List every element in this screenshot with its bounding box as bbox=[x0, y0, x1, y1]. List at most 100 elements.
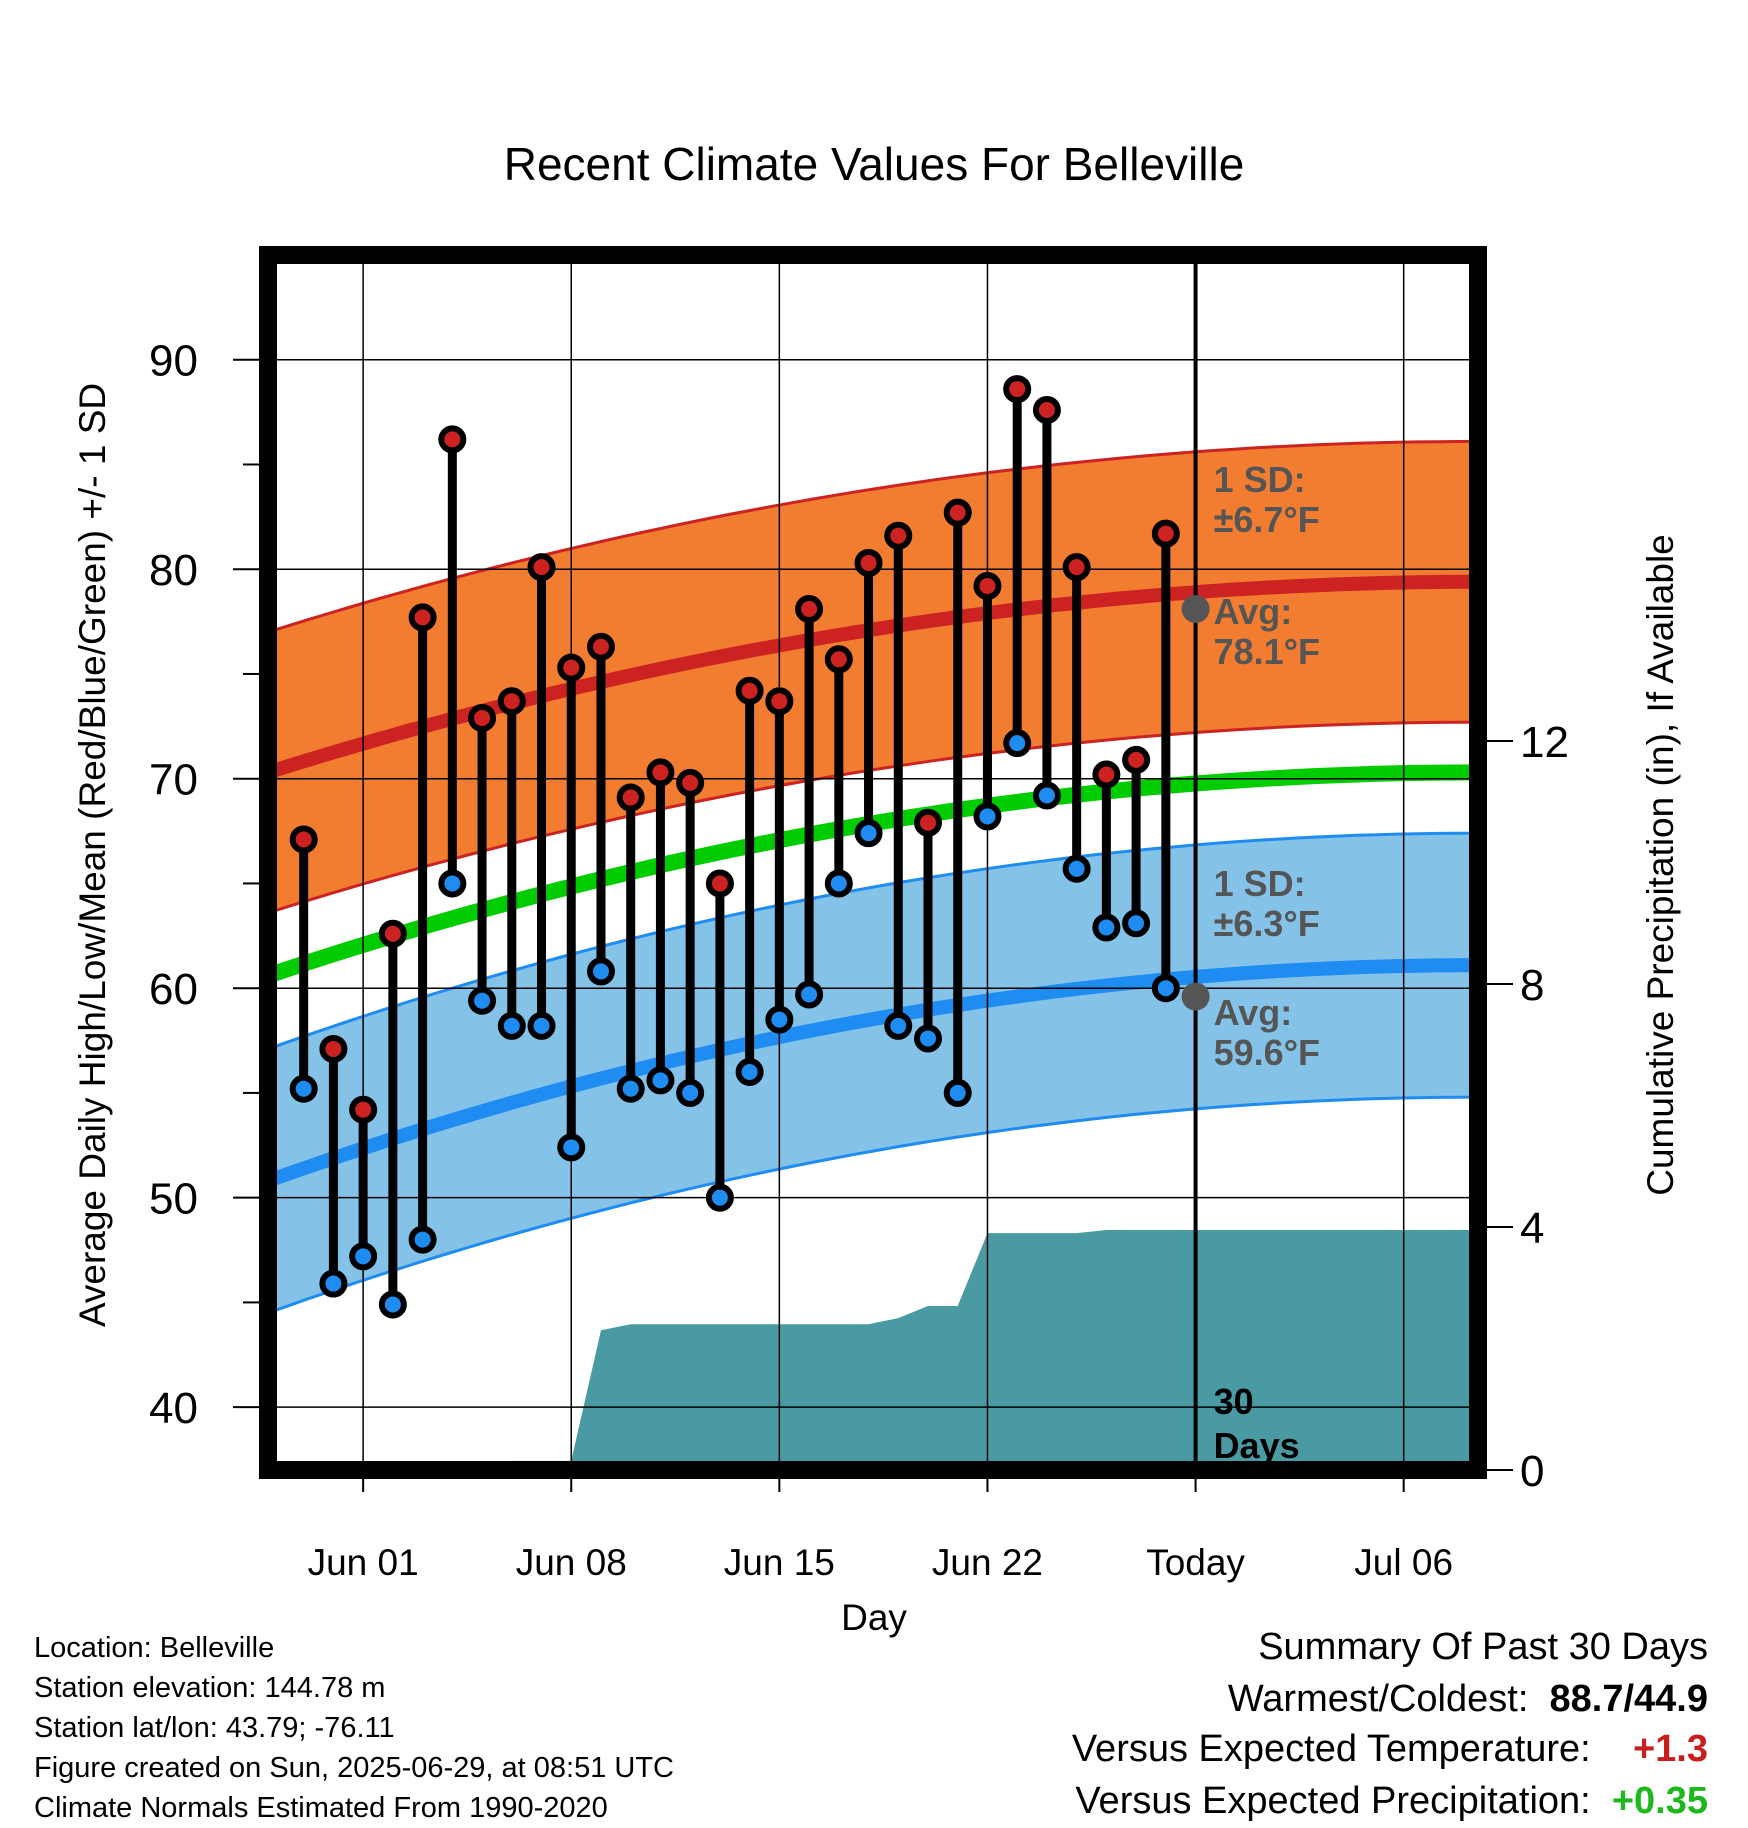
y2-axis-label: Cumulative Precipitation (in), If Availa… bbox=[1640, 534, 1681, 1196]
daily-high-marker bbox=[973, 571, 1002, 600]
daily-high-marker bbox=[1003, 375, 1032, 404]
normal-low-line bbox=[268, 958, 1478, 1188]
y-tick-label: 40 bbox=[149, 1384, 198, 1433]
daily-high-marker bbox=[497, 687, 526, 716]
precip-value: +0.35 bbox=[1611, 1780, 1708, 1822]
daily-high-marker bbox=[676, 768, 705, 797]
daily-high-marker bbox=[616, 783, 645, 812]
high-avg-label: Avg: bbox=[1214, 591, 1293, 632]
daily-high-marker bbox=[586, 632, 615, 661]
daily-high-marker bbox=[1092, 760, 1121, 789]
daily-high-marker bbox=[527, 553, 556, 582]
daily-high-marker bbox=[646, 758, 675, 787]
daily-high-marker bbox=[824, 645, 853, 674]
low-sd-value: ±6.3°F bbox=[1214, 903, 1320, 944]
chart-title: Recent Climate Values For Belleville bbox=[504, 138, 1245, 190]
daily-low-marker bbox=[973, 802, 1002, 831]
daily-low-marker bbox=[1122, 909, 1151, 938]
precip-label: Versus Expected Precipitation: bbox=[1075, 1780, 1591, 1822]
daily-high-marker bbox=[289, 825, 318, 854]
y2-tick-label: 12 bbox=[1520, 718, 1569, 767]
warm-cold-value: 88.7/44.9 bbox=[1549, 1678, 1708, 1720]
daily-low-marker bbox=[408, 1225, 437, 1254]
y2-tick-label: 4 bbox=[1520, 1204, 1544, 1253]
summary-warm-cold: Warmest/Coldest: 88.7/44.9 bbox=[1228, 1678, 1708, 1721]
y-tick-label: 80 bbox=[149, 546, 198, 595]
info-created: Figure created on Sun, 2025-06-29, at 08… bbox=[34, 1752, 674, 1784]
x-tick-label: Jun 15 bbox=[724, 1542, 835, 1583]
low-avg-label: Avg: bbox=[1214, 992, 1293, 1033]
days-word-label: Days bbox=[1214, 1425, 1300, 1466]
daily-high-marker bbox=[319, 1034, 348, 1063]
daily-low-marker bbox=[468, 986, 497, 1015]
info-latlon: Station lat/lon: 43.79; -76.11 bbox=[34, 1712, 395, 1744]
daily-high-marker bbox=[468, 703, 497, 732]
daily-low-marker bbox=[527, 1011, 556, 1040]
info-normals: Climate Normals Estimated From 1990-2020 bbox=[34, 1792, 608, 1824]
x-tick-label: Today bbox=[1146, 1542, 1245, 1583]
daily-low-marker bbox=[765, 1005, 794, 1034]
days-count-label: 30 bbox=[1214, 1381, 1254, 1422]
high-avg-value: 78.1°F bbox=[1214, 631, 1320, 672]
daily-high-marker bbox=[557, 653, 586, 682]
daily-high-marker bbox=[1062, 553, 1091, 582]
x-tick-label: Jun 01 bbox=[308, 1542, 419, 1583]
daily-high-marker bbox=[735, 676, 764, 705]
x-tick-label: Jun 22 bbox=[932, 1542, 1043, 1583]
daily-low-marker bbox=[1062, 854, 1091, 883]
plot-frame bbox=[259, 246, 1487, 1479]
daily-low-marker bbox=[1092, 913, 1121, 942]
y-tick-label: 90 bbox=[149, 337, 198, 386]
warm-cold-label: Warmest/Coldest: bbox=[1227, 1678, 1529, 1720]
daily-high-marker bbox=[1122, 745, 1151, 774]
summary-title: Summary Of Past 30 Days bbox=[1258, 1626, 1708, 1668]
daily-low-marker bbox=[884, 1011, 913, 1040]
x-axis-label: Day bbox=[841, 1597, 907, 1638]
daily-low-marker bbox=[438, 869, 467, 898]
daily-low-marker bbox=[289, 1074, 318, 1103]
temp-label: Versus Expected Temperature: bbox=[1071, 1728, 1591, 1770]
daily-low-marker bbox=[914, 1024, 942, 1053]
daily-low-marker bbox=[824, 869, 853, 898]
info-elevation: Station elevation: 144.78 m bbox=[34, 1672, 386, 1704]
daily-low-marker bbox=[616, 1074, 645, 1103]
daily-low-marker bbox=[586, 957, 615, 986]
daily-low-marker bbox=[349, 1242, 378, 1271]
y2-tick-label: 8 bbox=[1520, 961, 1544, 1010]
temp-value: +1.3 bbox=[1632, 1728, 1708, 1770]
daily-high-marker bbox=[943, 498, 972, 527]
daily-low-marker bbox=[943, 1078, 972, 1107]
daily-low-marker bbox=[854, 819, 883, 848]
daily-high-marker bbox=[349, 1095, 378, 1124]
daily-low-marker bbox=[557, 1133, 586, 1162]
daily-high-marker bbox=[914, 808, 942, 837]
y-axis-label: Average Daily High/Low/Mean (Red/Blue/Gr… bbox=[72, 383, 113, 1327]
daily-low-marker bbox=[795, 980, 824, 1009]
daily-low-marker bbox=[735, 1057, 764, 1086]
today-normal-high-marker bbox=[1181, 595, 1210, 624]
daily-low-marker bbox=[1003, 729, 1032, 758]
high-sd-value: ±6.7°F bbox=[1214, 499, 1320, 540]
low-avg-value: 59.6°F bbox=[1214, 1032, 1320, 1073]
high-sd-label: 1 SD: bbox=[1214, 459, 1306, 500]
daily-high-marker bbox=[378, 919, 407, 948]
y-tick-label: 50 bbox=[149, 1175, 198, 1224]
y-tick-label: 70 bbox=[149, 756, 198, 805]
low-sd-label: 1 SD: bbox=[1214, 863, 1306, 904]
daily-low-marker bbox=[1032, 781, 1061, 810]
today-normal-low-marker bbox=[1181, 982, 1210, 1011]
daily-high-marker bbox=[408, 603, 437, 632]
x-tick-label: Jun 08 bbox=[516, 1542, 627, 1583]
daily-low-marker bbox=[705, 1183, 734, 1212]
info-location: Location: Belleville bbox=[34, 1632, 275, 1664]
daily-high-marker bbox=[438, 425, 467, 454]
daily-low-marker bbox=[378, 1290, 407, 1319]
daily-high-marker bbox=[705, 869, 734, 898]
precip-area bbox=[268, 1230, 1478, 1470]
daily-low-marker bbox=[319, 1269, 348, 1298]
x-tick-label: Jul 06 bbox=[1354, 1542, 1453, 1583]
daily-low-marker bbox=[497, 1011, 526, 1040]
daily-high-marker bbox=[795, 595, 824, 624]
